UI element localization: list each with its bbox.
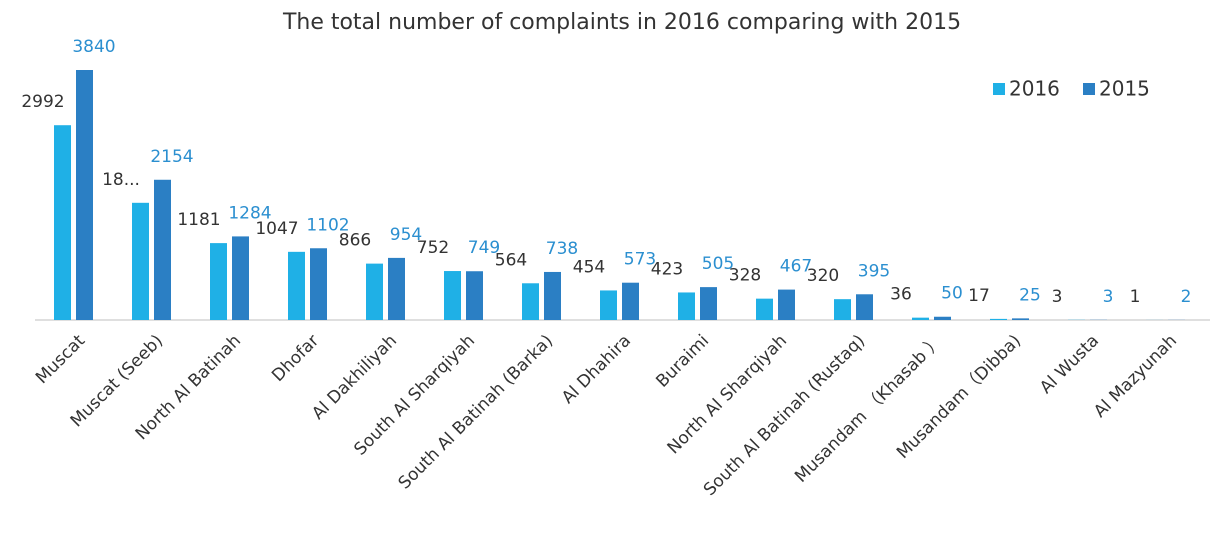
data-label: 749 — [468, 238, 500, 258]
legend-swatch — [993, 83, 1005, 95]
bar — [522, 283, 539, 320]
bar — [1012, 318, 1029, 320]
x-tick-label: South Al Batinah (Rustaq) — [700, 331, 869, 500]
chart-title: The total number of complaints in 2016 c… — [282, 10, 961, 35]
bar — [756, 298, 773, 320]
data-label: 564 — [495, 250, 527, 270]
bar — [600, 290, 617, 320]
bar — [76, 70, 93, 320]
legend-label: 2016 — [1009, 77, 1060, 101]
x-tick-label: Muscat — [32, 331, 89, 388]
data-label: 1284 — [228, 203, 271, 223]
bar — [466, 271, 483, 320]
x-tick-label: Al Wusta — [1036, 331, 1103, 398]
data-label: 36 — [890, 285, 912, 305]
bar — [912, 317, 929, 320]
bar — [232, 236, 249, 320]
data-label: 866 — [339, 231, 371, 251]
data-label: 2992 — [21, 92, 64, 112]
data-label: 1181 — [177, 210, 220, 230]
data-label: 3 — [1052, 287, 1063, 307]
data-label: 505 — [702, 254, 734, 274]
bar — [622, 282, 639, 320]
data-label: 752 — [417, 238, 449, 258]
bar — [934, 316, 951, 320]
legend-label: 2015 — [1099, 77, 1150, 101]
bar — [678, 292, 695, 320]
data-label: 18... — [102, 170, 140, 190]
x-tick-label: Al Mazyunah — [1090, 331, 1181, 422]
data-label: 454 — [573, 257, 605, 277]
bar — [288, 251, 305, 320]
bar — [444, 271, 461, 320]
data-label: 467 — [780, 257, 812, 277]
bar — [700, 287, 717, 320]
data-label: 3 — [1103, 287, 1114, 307]
x-tick-label: South Al Batinah (Barka) — [395, 331, 557, 493]
bar — [310, 248, 327, 320]
x-tick-label: Al Dhahira — [558, 331, 635, 408]
data-label: 1 — [1130, 287, 1141, 307]
bar — [366, 263, 383, 320]
legend-swatch — [1083, 83, 1095, 95]
bar — [54, 125, 71, 320]
bar — [856, 294, 873, 320]
data-label: 954 — [390, 225, 422, 245]
data-label: 3840 — [72, 37, 115, 57]
data-label: 738 — [546, 239, 578, 259]
bar — [544, 271, 561, 320]
data-label: 573 — [624, 250, 656, 270]
bar — [990, 318, 1007, 320]
data-label: 423 — [651, 259, 683, 279]
data-label: 1102 — [306, 215, 349, 235]
bar — [834, 299, 851, 320]
data-label: 2154 — [150, 147, 193, 167]
data-label: 328 — [729, 266, 761, 286]
bar — [210, 243, 227, 320]
data-label: 25 — [1019, 285, 1041, 305]
bar — [154, 179, 171, 320]
data-label: 395 — [858, 261, 890, 281]
x-tick-label: Dhofar — [268, 331, 323, 386]
data-label: 320 — [807, 266, 839, 286]
bar — [388, 257, 405, 320]
bar — [132, 202, 149, 320]
data-label: 17 — [968, 286, 990, 306]
data-label: 2 — [1181, 287, 1192, 307]
bar — [778, 289, 795, 320]
data-label: 50 — [941, 284, 963, 304]
x-tick-label: Musandam （Khasab ） — [791, 331, 947, 487]
data-label: 1047 — [255, 219, 298, 239]
x-tick-label: Buraimi — [652, 331, 713, 392]
